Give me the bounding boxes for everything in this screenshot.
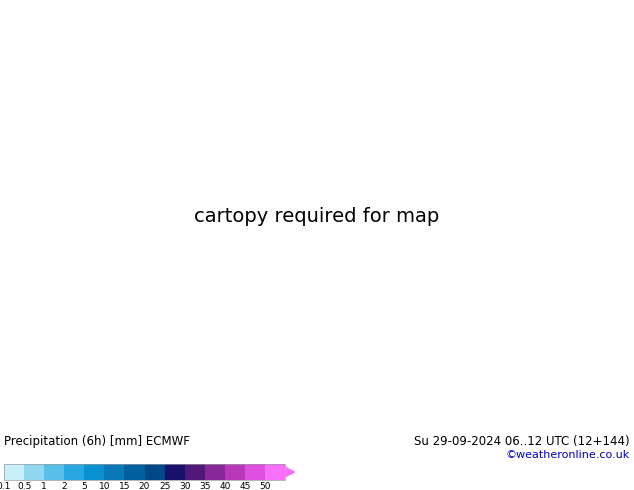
- Bar: [265, 464, 285, 480]
- Bar: [184, 464, 205, 480]
- Bar: [225, 464, 245, 480]
- Text: 10: 10: [99, 482, 110, 490]
- Text: Precipitation (6h) [mm] ECMWF: Precipitation (6h) [mm] ECMWF: [4, 435, 190, 448]
- Bar: [64, 464, 84, 480]
- Bar: [24, 464, 44, 480]
- Text: 1: 1: [41, 482, 47, 490]
- Bar: [145, 464, 165, 480]
- Bar: [165, 464, 184, 480]
- Bar: [84, 464, 105, 480]
- Text: 40: 40: [219, 482, 231, 490]
- Bar: [4, 464, 24, 480]
- Text: 30: 30: [179, 482, 190, 490]
- Text: Su 29-09-2024 06..12 UTC (12+144): Su 29-09-2024 06..12 UTC (12+144): [415, 435, 630, 448]
- Bar: [44, 464, 64, 480]
- Text: 20: 20: [139, 482, 150, 490]
- Bar: [124, 464, 145, 480]
- Text: 5: 5: [81, 482, 87, 490]
- Bar: [105, 464, 124, 480]
- Text: 15: 15: [119, 482, 130, 490]
- Text: 25: 25: [159, 482, 171, 490]
- Text: 2: 2: [61, 482, 67, 490]
- Bar: [4, 464, 285, 480]
- Text: 50: 50: [259, 482, 271, 490]
- Text: 0.1: 0.1: [0, 482, 11, 490]
- Text: cartopy required for map: cartopy required for map: [195, 207, 439, 225]
- Text: 45: 45: [239, 482, 250, 490]
- Text: 35: 35: [199, 482, 210, 490]
- Bar: [205, 464, 225, 480]
- Text: 0.5: 0.5: [17, 482, 31, 490]
- Text: ©weatheronline.co.uk: ©weatheronline.co.uk: [506, 450, 630, 460]
- Bar: [245, 464, 265, 480]
